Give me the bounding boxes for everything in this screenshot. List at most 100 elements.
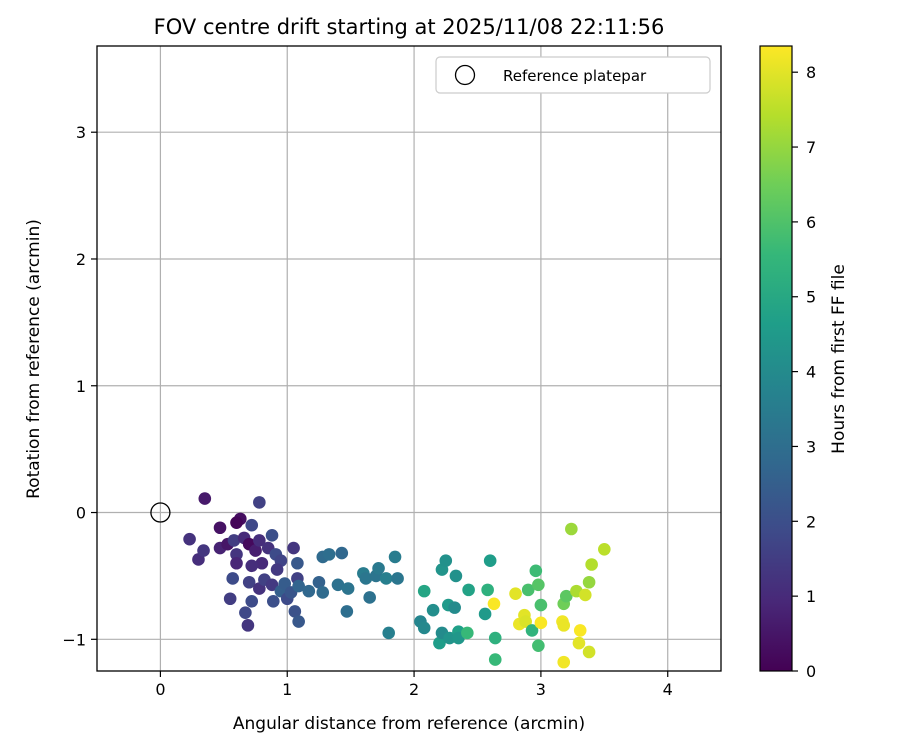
data-point [340,605,354,618]
data-point [372,562,385,575]
data-point [239,606,252,619]
reference-marker-layer [150,502,171,523]
data-point [292,615,305,628]
data-point [227,534,241,547]
data-point [573,624,587,637]
y-axis-label: Rotation from reference (arcmin) [24,219,44,499]
data-point [578,588,592,602]
data-point [534,598,548,612]
data-point [213,521,227,535]
colorbar-ticks: 0 1 2 3 4 5 6 7 8 [792,63,816,681]
data-point [245,559,259,573]
data-point [488,631,502,645]
colorbar-tick-label: 5 [806,288,816,307]
data-point [439,554,453,568]
x-tick-label: 4 [663,680,673,699]
data-point [242,575,256,589]
data-point [461,626,474,640]
data-point [585,558,598,571]
data-point [509,587,522,600]
data-point [363,591,376,604]
data-point [559,589,573,603]
plot-frame [96,45,722,672]
data-point [391,572,404,585]
data-point [529,564,543,578]
data-point [292,579,305,593]
data-point [255,556,269,570]
data-point [302,584,316,598]
data-points [183,492,611,669]
y-tick-label: −1 [62,630,86,649]
data-point [278,577,292,590]
chart-title: FOV centre drift starting at 2025/11/08 … [154,15,665,39]
legend-label: Reference platepar [503,67,647,85]
colorbar-tick-label: 7 [806,138,816,157]
data-point [488,653,502,666]
data-point [230,556,243,570]
colorbar-tick-label: 3 [806,437,816,456]
data-point [230,516,243,529]
data-point [312,575,326,589]
data-point [487,597,501,611]
data-point [481,583,494,597]
data-point [478,607,492,621]
colorbar-label: Hours from first FF file [829,264,849,454]
data-point [245,594,259,608]
y-tick-label: 2 [76,250,86,269]
data-point [565,522,578,536]
data-point [582,645,596,659]
legend-box [435,56,711,94]
y-tick-label: 1 [76,377,86,396]
data-point [532,578,545,592]
data-point [557,619,571,632]
data-point [226,572,240,585]
legend: Reference platepar [435,56,711,94]
data-point [449,569,463,583]
data-point [417,621,431,635]
data-point [521,583,535,597]
data-point [198,492,212,505]
data-point [266,594,280,608]
reference-platepar-marker [150,502,171,523]
x-tick-label: 3 [536,680,546,699]
data-point [483,554,497,568]
x-axis-label: Angular distance from reference (arcmin) [233,714,585,734]
data-point [288,605,302,618]
colorbar-tick-label: 4 [806,363,816,382]
data-point [341,582,355,595]
y-tick-label: 3 [76,123,86,142]
data-point [448,601,461,614]
colorbar-gradient [759,45,793,672]
data-point [532,639,545,652]
data-point [359,572,373,585]
colorbar-tick-label: 1 [806,587,816,606]
legend-marker-icon [454,64,476,86]
data-point [197,544,210,557]
data-point [557,655,571,669]
colorbar-tick-label: 6 [806,213,816,232]
data-point [525,624,539,637]
x-tick-label: 0 [155,680,165,699]
data-point [443,631,456,645]
data-point [426,603,440,617]
colorbar: 0 1 2 3 4 5 6 7 8 Hours from first FF file [759,45,849,681]
data-point [388,550,402,564]
colorbar-tick-label: 2 [806,512,816,531]
data-point [417,584,431,598]
data-point [331,578,345,592]
data-point [249,544,262,557]
data-point [379,572,393,585]
data-point [253,496,266,509]
data-point [534,616,548,630]
data-point [265,578,279,592]
data-point [519,615,532,628]
x-tick-label: 2 [409,680,419,699]
data-point [265,529,279,542]
data-point [462,583,475,597]
colorbar-tick-label: 0 [806,662,816,681]
axis-ticks: 0 1 2 3 4 −1 0 1 2 3 [62,123,672,699]
data-point [253,534,266,547]
data-point [183,532,196,546]
y-tick-label: 0 [76,504,86,523]
